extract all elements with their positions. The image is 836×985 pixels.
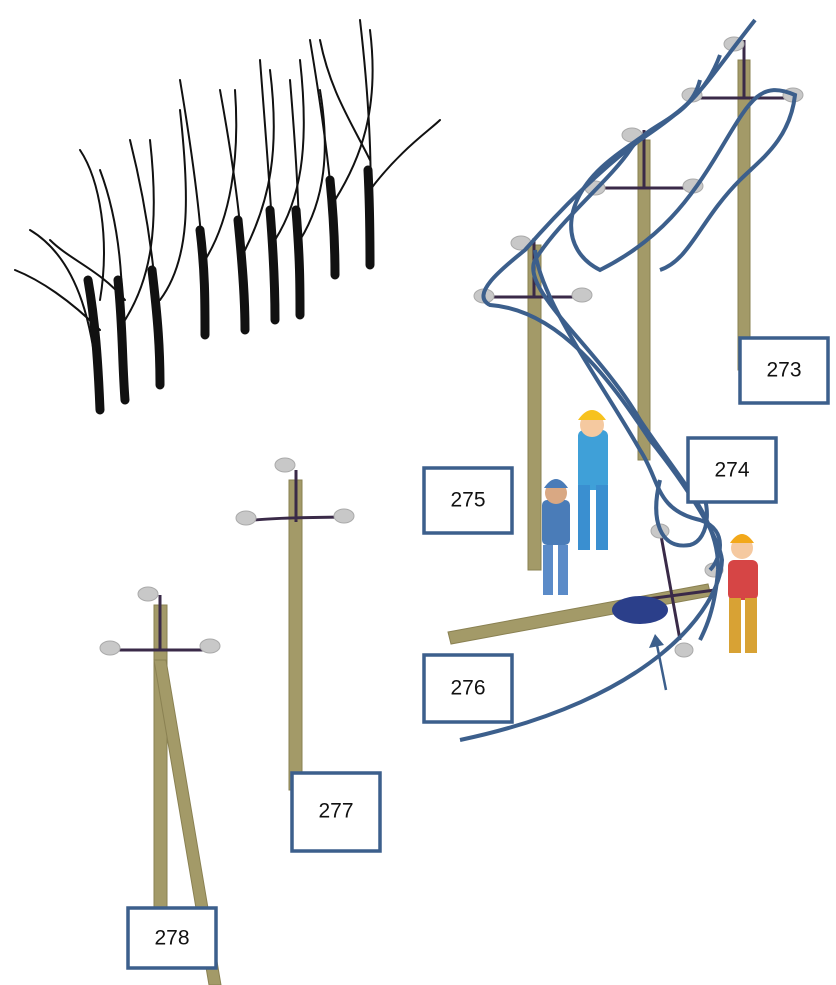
scene: 273 274 275 276 277 278 bbox=[0, 0, 836, 985]
arrow bbox=[656, 640, 666, 690]
pole-label: 275 bbox=[450, 489, 485, 512]
pole-label: 277 bbox=[318, 800, 353, 823]
pole-label: 276 bbox=[450, 677, 485, 700]
label-boxes: 273 274 275 276 277 278 bbox=[128, 338, 828, 968]
arrow-head bbox=[649, 634, 664, 648]
trees bbox=[15, 20, 440, 410]
pole-label: 274 bbox=[714, 459, 749, 482]
pole-label: 278 bbox=[154, 927, 189, 950]
pole-label: 273 bbox=[766, 359, 801, 382]
